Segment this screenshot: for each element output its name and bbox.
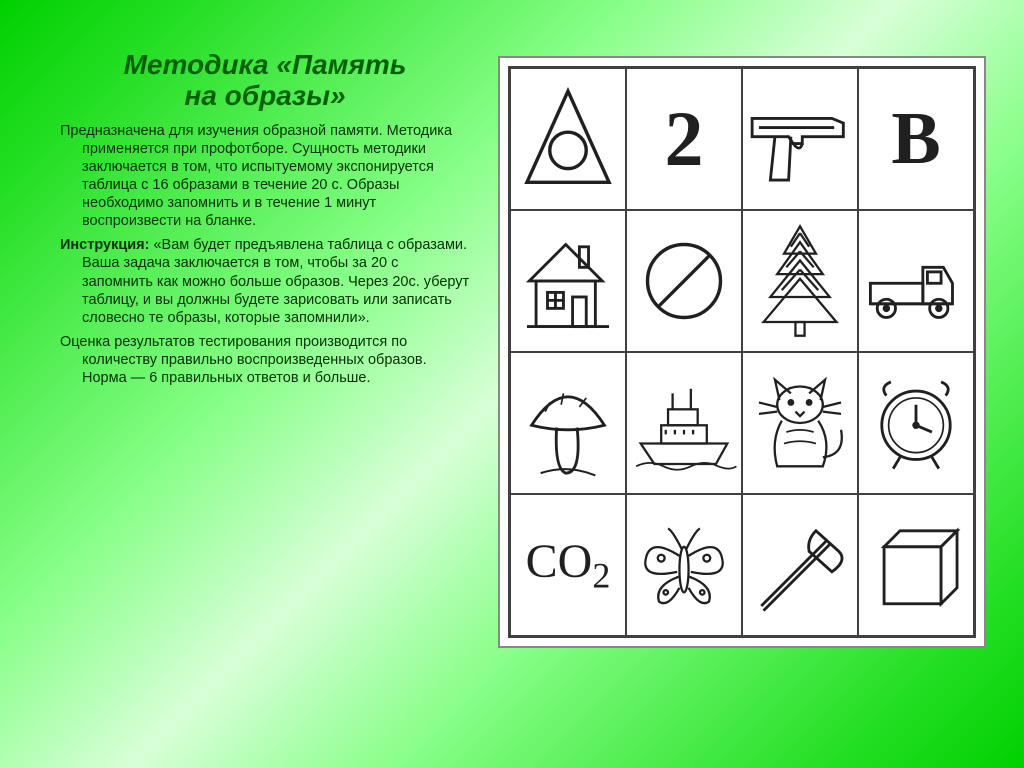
image-column: 2 В: [490, 50, 994, 718]
slide: Методика «Память на образы» Предназначен…: [0, 0, 1024, 768]
axe-icon: [743, 495, 857, 635]
cell-crossed-circle: [626, 210, 742, 352]
fir-tree-icon: [743, 211, 857, 351]
title-line-2: на образы»: [184, 80, 345, 111]
cell-digit-2: 2: [626, 68, 742, 210]
cell-fir-tree: [742, 210, 858, 352]
alarm-clock-icon: [859, 353, 973, 493]
memory-grid-frame: 2 В: [498, 56, 986, 648]
cat-icon: [743, 353, 857, 493]
cell-axe: [742, 494, 858, 636]
co2-formula: CO2: [526, 534, 611, 597]
memory-grid: 2 В: [508, 66, 976, 638]
instruction-label: Инструкция:: [60, 237, 149, 253]
paragraph-scoring: Оценка результатов тестирования производ…: [60, 333, 470, 387]
cell-house: [510, 210, 626, 352]
cell-mushroom: [510, 352, 626, 494]
cell-pistol: [742, 68, 858, 210]
letter-b: В: [891, 97, 940, 182]
butterfly-icon: [627, 495, 741, 635]
cell-co2: CO2: [510, 494, 626, 636]
paragraph-instruction: Инструкция: «Вам будет предъявлена табли…: [60, 236, 470, 327]
ship-icon: [627, 353, 741, 493]
box-icon: [859, 495, 973, 635]
slide-title: Методика «Память на образы»: [60, 50, 470, 112]
truck-icon: [859, 211, 973, 351]
text-column: Методика «Память на образы» Предназначен…: [60, 50, 490, 718]
cell-ship: [626, 352, 742, 494]
house-icon: [511, 211, 625, 351]
cell-triangle-circle: [510, 68, 626, 210]
paragraph-intro: Предназначена для изучения образной памя…: [60, 122, 470, 231]
cell-letter-b: В: [858, 68, 974, 210]
cell-truck: [858, 210, 974, 352]
pistol-icon: [743, 69, 857, 209]
cell-alarm-clock: [858, 352, 974, 494]
digit-2: 2: [665, 94, 704, 184]
triangle-circle-icon: [511, 69, 625, 209]
cell-box: [858, 494, 974, 636]
cell-cat: [742, 352, 858, 494]
title-line-1: Методика «Память: [124, 49, 407, 80]
mushroom-icon: [511, 353, 625, 493]
crossed-circle-icon: [627, 211, 741, 351]
cell-butterfly: [626, 494, 742, 636]
